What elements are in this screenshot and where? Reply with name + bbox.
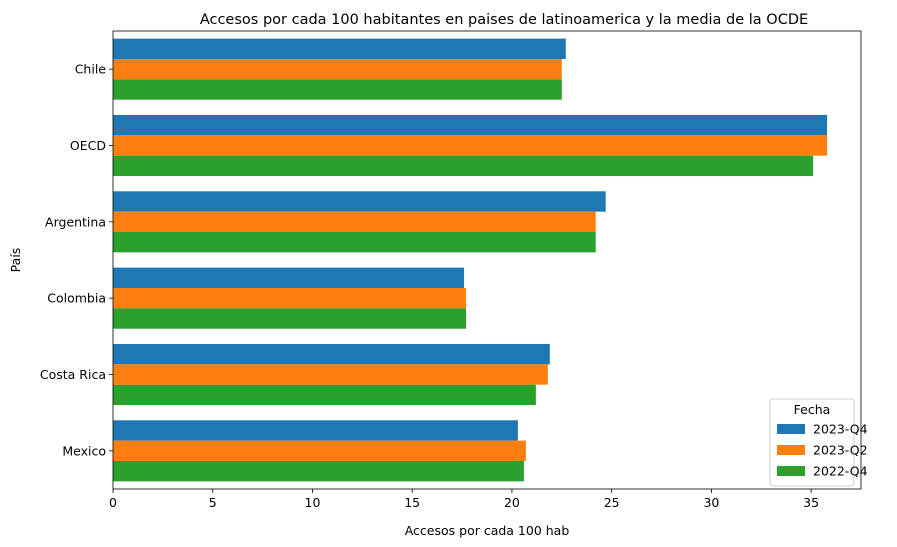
bar-colombia-2023-q4 bbox=[113, 267, 465, 288]
bar-chile-2022-q4 bbox=[113, 79, 562, 100]
x-tick-label: 10 bbox=[305, 495, 321, 510]
legend-title: Fecha bbox=[794, 402, 831, 417]
x-tick-label: 15 bbox=[404, 495, 420, 510]
legend-label: 2023-Q2 bbox=[813, 443, 868, 458]
legend-label: 2022-Q4 bbox=[813, 464, 868, 479]
bar-chile-2023-q4 bbox=[113, 38, 566, 59]
x-tick-label: 30 bbox=[703, 495, 719, 510]
chart-title: Accesos por cada 100 habitantes en paise… bbox=[200, 12, 808, 28]
y-tick-label: Chile bbox=[75, 62, 107, 77]
bar-mexico-2023-q2 bbox=[113, 440, 526, 462]
bar-costa-rica-2023-q2 bbox=[113, 364, 548, 385]
bar-costa-rica-2023-q4 bbox=[113, 343, 550, 365]
legend-swatch bbox=[777, 466, 805, 476]
x-tick-label: 25 bbox=[604, 495, 620, 510]
bar-colombia-2023-q2 bbox=[113, 287, 467, 309]
bar-oecd-2023-q4 bbox=[113, 114, 828, 136]
legend-items: 2023-Q4 2023-Q2 2022-Q4 bbox=[777, 422, 868, 479]
bar-oecd-2022-q4 bbox=[113, 155, 814, 177]
y-tick-label: Mexico bbox=[62, 443, 106, 458]
y-tick-label: OECD bbox=[70, 138, 106, 153]
bar-costa-rica-2022-q4 bbox=[113, 384, 536, 406]
y-tick-label: Colombia bbox=[47, 291, 106, 306]
bar-colombia-2022-q4 bbox=[113, 308, 467, 329]
y-axis-label: País bbox=[8, 248, 23, 273]
bar-mexico-2022-q4 bbox=[113, 461, 524, 482]
legend: Fecha 2023-Q4 2023-Q2 2022-Q4 bbox=[769, 398, 868, 487]
x-tick-label: 0 bbox=[109, 495, 117, 510]
bar-argentina-2022-q4 bbox=[113, 232, 596, 253]
y-axis: Chile OECD Argentina Colombia Costa Rica Mexi… bbox=[40, 62, 113, 458]
legend-frame bbox=[769, 398, 855, 487]
x-axis: 0 5 10 15 20 25 30 35 bbox=[109, 489, 819, 510]
bar-chile-2023-q2 bbox=[113, 58, 562, 80]
x-axis-label: Accesos por cada 100 hab bbox=[405, 523, 570, 538]
x-tick-label: 35 bbox=[803, 495, 819, 510]
y-tick-label: Costa Rica bbox=[40, 367, 106, 382]
bars-group bbox=[113, 38, 828, 482]
bar-oecd-2023-q2 bbox=[113, 135, 828, 156]
legend-swatch bbox=[777, 445, 805, 455]
x-tick-label: 5 bbox=[209, 495, 217, 510]
bar-argentina-2023-q4 bbox=[113, 191, 606, 212]
bar-mexico-2023-q4 bbox=[113, 420, 518, 441]
x-tick-label: 20 bbox=[504, 495, 520, 510]
legend-label: 2023-Q4 bbox=[813, 422, 868, 437]
plot-frame bbox=[112, 30, 862, 490]
bar-argentina-2023-q2 bbox=[113, 211, 596, 233]
y-tick-label: Argentina bbox=[45, 214, 106, 229]
legend-swatch bbox=[777, 424, 805, 434]
